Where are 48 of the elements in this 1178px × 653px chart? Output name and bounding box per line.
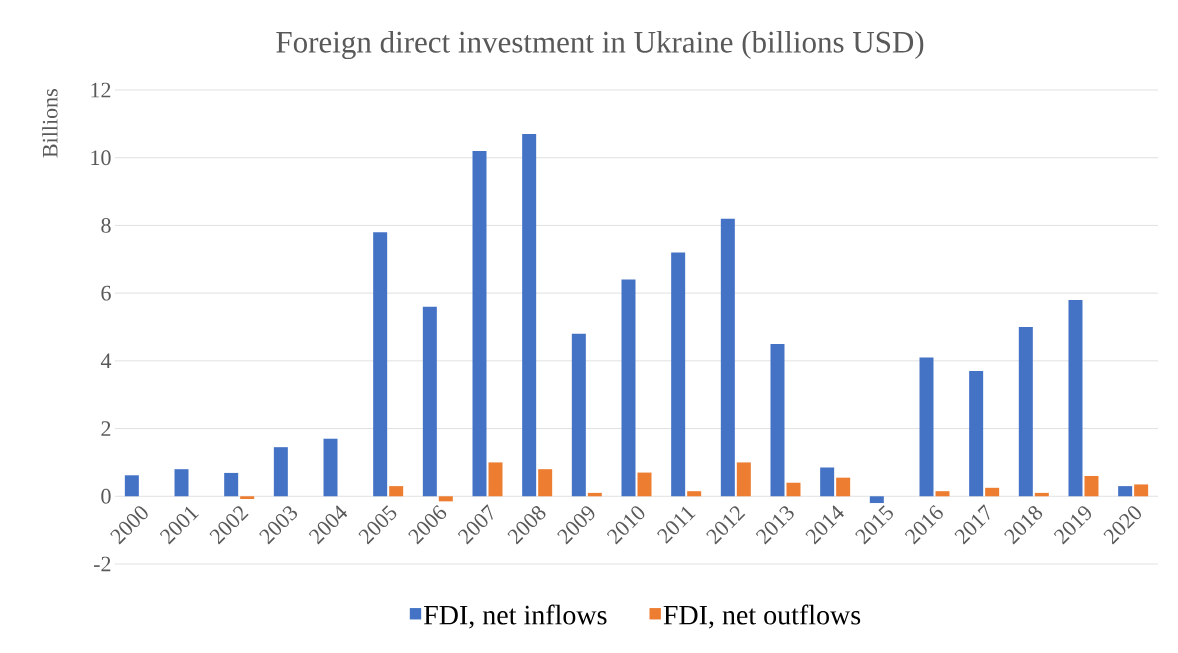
chart-title: Foreign direct investment in Ukraine (billions USD) bbox=[276, 30, 924, 60]
y-tick-label: 12 bbox=[91, 82, 111, 98]
y-tick-label: 2 bbox=[101, 421, 111, 436]
bar bbox=[1084, 475, 1099, 497]
bar bbox=[538, 469, 553, 497]
bar bbox=[687, 491, 702, 497]
bar bbox=[488, 462, 503, 497]
y-tick-label: 6 bbox=[101, 285, 111, 301]
y-tick-label: 0 bbox=[101, 488, 111, 504]
legend-label: FDI, net outflows bbox=[663, 604, 861, 629]
bar bbox=[240, 496, 255, 499]
bar bbox=[985, 487, 1000, 497]
bar bbox=[273, 447, 288, 497]
bar bbox=[571, 333, 586, 497]
x-tick-label: 2011 bbox=[657, 506, 696, 544]
y-tick-label: 8 bbox=[101, 218, 111, 233]
bar bbox=[969, 371, 984, 497]
bar bbox=[1068, 299, 1083, 497]
bar bbox=[323, 438, 338, 497]
bar bbox=[438, 496, 453, 502]
bar bbox=[637, 472, 652, 497]
bar bbox=[720, 218, 735, 497]
bar bbox=[389, 486, 404, 497]
bar bbox=[174, 469, 189, 497]
bar bbox=[770, 343, 785, 497]
y-tick-label: 10 bbox=[91, 150, 111, 166]
bar bbox=[919, 357, 934, 497]
bar bbox=[786, 482, 801, 497]
bar bbox=[869, 496, 884, 504]
bar bbox=[1118, 486, 1133, 497]
bar bbox=[736, 462, 751, 497]
y-tick-label: 4 bbox=[100, 353, 112, 369]
bar bbox=[522, 134, 537, 497]
bar bbox=[820, 467, 835, 497]
bar bbox=[836, 477, 851, 497]
bar bbox=[422, 306, 437, 497]
bar bbox=[373, 232, 388, 497]
legend-label: FDI, net inflows bbox=[423, 604, 607, 629]
bar bbox=[621, 279, 636, 497]
bar bbox=[472, 150, 487, 497]
y-axis-title: Billions bbox=[42, 89, 58, 158]
bar bbox=[1134, 484, 1149, 497]
bar bbox=[224, 472, 239, 497]
bar bbox=[124, 475, 139, 497]
y-tick-label: -2 bbox=[93, 556, 111, 572]
bar bbox=[935, 491, 950, 497]
bar bbox=[1018, 326, 1033, 497]
bar bbox=[671, 252, 686, 497]
